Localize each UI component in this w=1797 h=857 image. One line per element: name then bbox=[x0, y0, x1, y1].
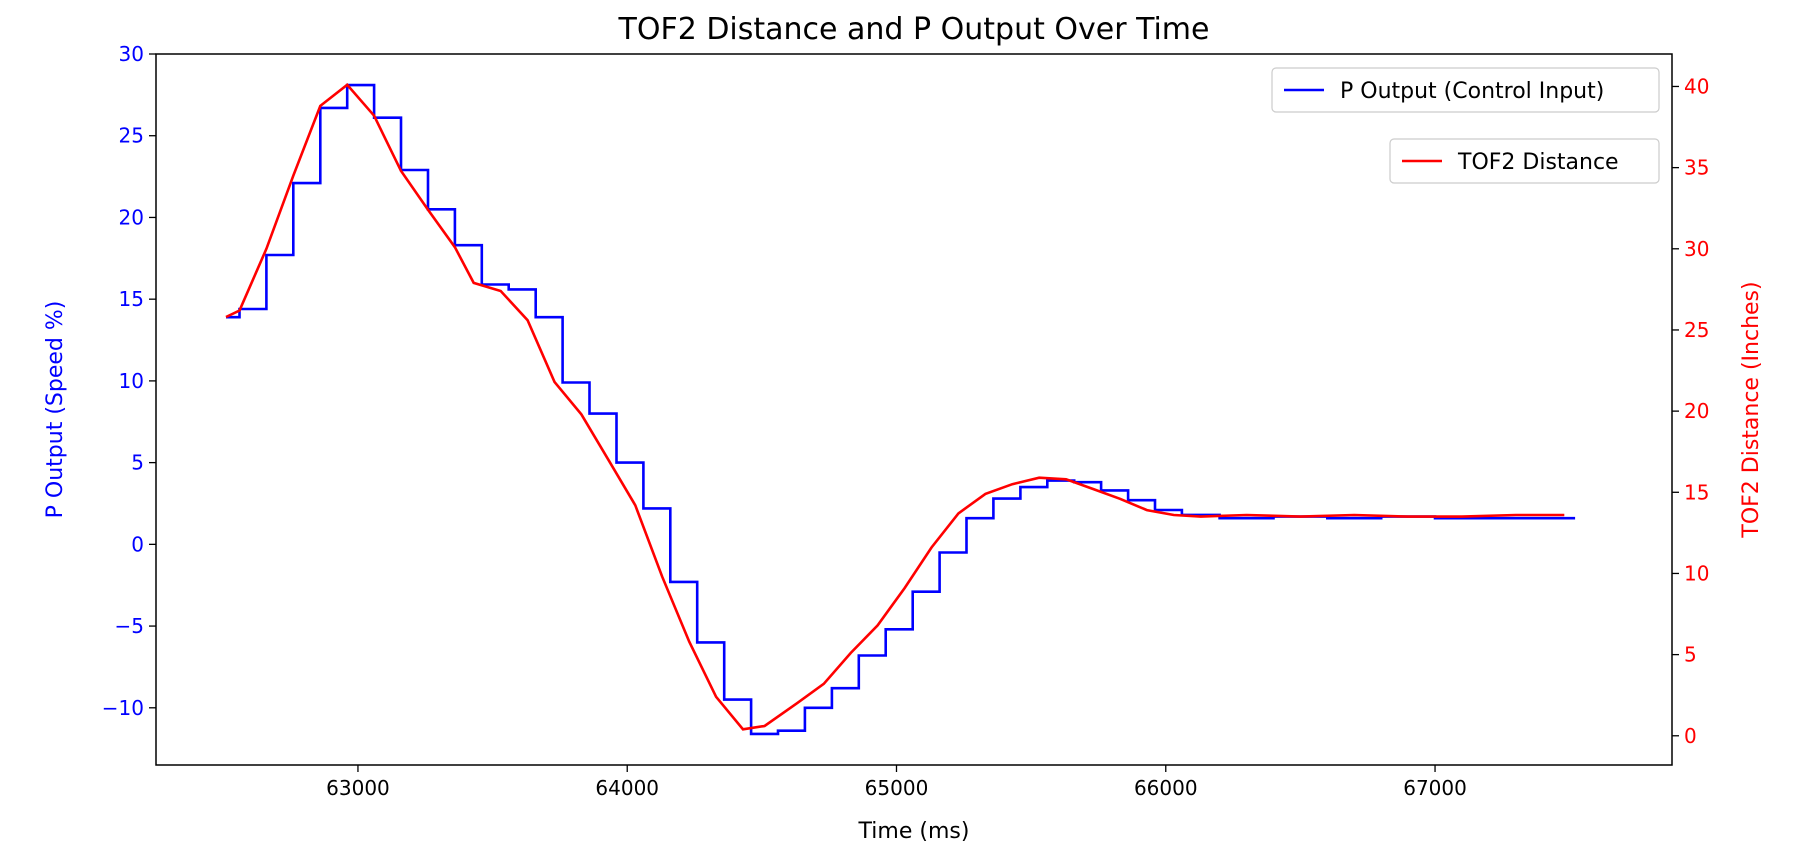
y-left-axis-label: P Output (Speed %) bbox=[43, 301, 68, 519]
chart-title: TOF2 Distance and P Output Over Time bbox=[618, 12, 1210, 47]
y-left-tick-label: 15 bbox=[119, 287, 144, 311]
y-right-tick-label: 40 bbox=[1684, 74, 1709, 98]
x-tick-label: 67000 bbox=[1403, 776, 1467, 800]
y-right-tick-label: 25 bbox=[1684, 318, 1709, 342]
y-left-tick-label: 5 bbox=[131, 451, 144, 475]
x-tick-label: 65000 bbox=[865, 776, 929, 800]
x-tick-label: 64000 bbox=[595, 776, 659, 800]
y-right-tick-label: 5 bbox=[1684, 643, 1697, 667]
y-right-tick-label: 10 bbox=[1684, 561, 1709, 585]
y-right-axis-ticks: 0 5 10 15 20 25 30 35 40 bbox=[1672, 74, 1709, 748]
x-axis-label: Time (ms) bbox=[858, 819, 970, 844]
tof2-distance-line bbox=[225, 83, 1565, 731]
y-left-tick-label: 10 bbox=[119, 369, 144, 393]
y-right-tick-label: 35 bbox=[1684, 156, 1709, 180]
y-left-axis-ticks: −10 −5 0 5 10 15 20 25 30 bbox=[102, 42, 156, 720]
legend-p-output: P Output (Control Input) bbox=[1271, 67, 1660, 113]
y-right-tick-label: 0 bbox=[1684, 724, 1697, 748]
plot-area-frame bbox=[155, 53, 1673, 766]
p-output-line bbox=[226, 83, 1576, 736]
y-right-tick-label: 20 bbox=[1684, 399, 1709, 423]
y-left-tick-label: 25 bbox=[119, 124, 144, 148]
legend-label: P Output (Control Input) bbox=[1340, 79, 1604, 104]
y-left-tick-label: −10 bbox=[102, 696, 144, 720]
x-tick-label: 66000 bbox=[1134, 776, 1198, 800]
x-axis-ticks: 63000 64000 65000 66000 67000 bbox=[326, 765, 1467, 800]
legend-tof2-distance: TOF2 Distance bbox=[1389, 138, 1660, 184]
y-right-tick-label: 15 bbox=[1684, 480, 1709, 504]
y-left-tick-label: 20 bbox=[119, 205, 144, 229]
series-lines bbox=[225, 83, 1576, 736]
legends: P Output (Control Input) TOF2 Distance bbox=[1271, 67, 1660, 184]
legend-box bbox=[1271, 67, 1660, 113]
y-right-tick-label: 30 bbox=[1684, 237, 1709, 261]
y-left-tick-label: 0 bbox=[131, 532, 144, 556]
y-left-tick-label: 30 bbox=[119, 42, 144, 66]
legend-box bbox=[1389, 138, 1660, 184]
y-right-axis-label: TOF2 Distance (Inches) bbox=[1739, 281, 1764, 538]
legend-label: TOF2 Distance bbox=[1457, 150, 1619, 175]
y-left-tick-label: −5 bbox=[115, 614, 144, 638]
x-tick-label: 63000 bbox=[326, 776, 390, 800]
